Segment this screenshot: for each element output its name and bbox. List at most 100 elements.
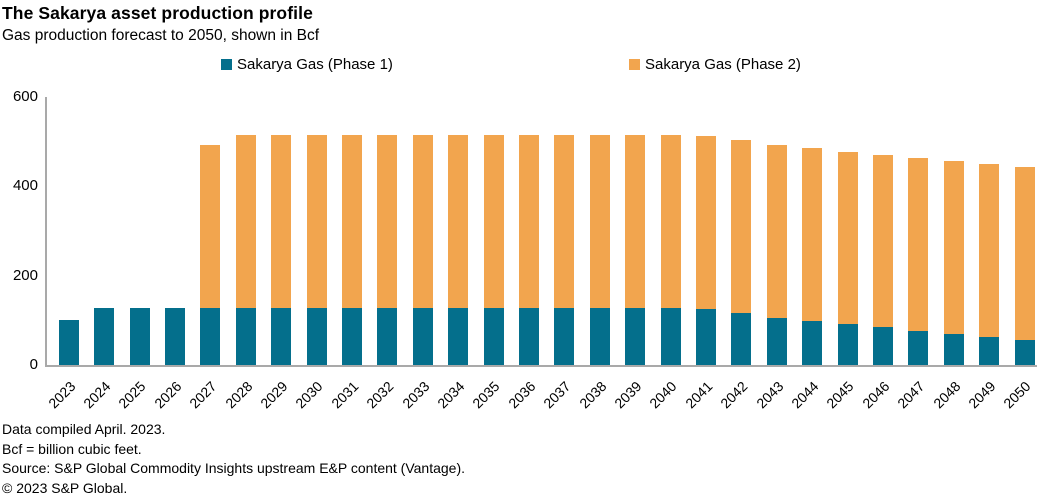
bar-2038 — [589, 134, 610, 365]
bar-segment-phase-2 — [1014, 167, 1035, 340]
bar-segment-phase-2 — [235, 134, 256, 308]
x-axis-label: 2027 — [186, 378, 220, 412]
bar-segment-phase-1 — [872, 327, 893, 365]
bar-2044 — [802, 148, 823, 365]
bar-segment-phase-1 — [129, 308, 150, 365]
bar-2035 — [483, 134, 504, 365]
bar-2045 — [837, 151, 858, 365]
bar-segment-phase-1 — [448, 307, 469, 365]
footnote-line: © 2023 S&P Global. — [2, 479, 128, 496]
x-axis-label: 2040 — [646, 378, 680, 412]
bar-segment-phase-2 — [979, 164, 1000, 337]
bar-2025 — [129, 308, 150, 365]
x-axis-label: 2036 — [504, 378, 539, 412]
bar-segment-phase-1 — [164, 308, 185, 365]
bar-2049 — [979, 164, 1000, 365]
bar-segment-phase-2 — [271, 134, 292, 308]
bar-segment-phase-2 — [448, 134, 469, 308]
bar-segment-phase-1 — [589, 307, 610, 365]
bar-segment-phase-2 — [943, 161, 964, 335]
bar-segment-phase-1 — [1014, 340, 1035, 365]
y-axis-tick-label: 200 — [12, 266, 38, 284]
x-axis-label: 2050 — [1000, 378, 1034, 412]
bar-2040 — [660, 134, 681, 365]
bar-segment-phase-2 — [341, 134, 362, 308]
bar-segment-phase-1 — [341, 307, 362, 365]
bar-2023 — [58, 320, 79, 365]
bar-2048 — [943, 161, 964, 365]
y-axis-tick-label: 600 — [12, 88, 38, 105]
bar-segment-phase-2 — [802, 148, 823, 322]
x-axis-label: 2042 — [717, 378, 751, 412]
x-axis-label: 2038 — [575, 378, 610, 412]
bar-2046 — [872, 154, 893, 365]
x-axis-label: 2045 — [823, 378, 857, 412]
bar-2047 — [908, 158, 929, 365]
bar-segment-phase-1 — [412, 307, 433, 365]
bar-segment-phase-1 — [802, 321, 823, 365]
page-title: The Sakarya asset production profile — [2, 3, 313, 23]
bar-2031 — [341, 134, 362, 365]
bar-segment-phase-1 — [94, 308, 115, 365]
x-axis-label: 2024 — [80, 378, 114, 412]
footnote-line: Source: S&P Global Commodity Insights up… — [2, 460, 466, 476]
footnote-line: Data compiled April. 2023. — [2, 421, 166, 437]
bar-2029 — [271, 134, 292, 365]
bar-segment-phase-1 — [837, 324, 858, 365]
x-axis-label: 2026 — [150, 378, 185, 412]
bar-segment-phase-1 — [908, 331, 929, 365]
plot-area: 2023 2024 2025 2026 2027 2028 2029 2030 2031 2032… — [45, 97, 1037, 411]
bar-2036 — [518, 134, 539, 365]
x-axis-label: 2028 — [221, 378, 256, 412]
legend-label-phase-1: Sakarya Gas (Phase 1) — [237, 56, 393, 73]
bar-segment-phase-1 — [660, 307, 681, 365]
bar-segment-phase-2 — [306, 134, 327, 308]
legend-item-phase-1: Sakarya Gas (Phase 1) — [221, 56, 393, 73]
bar-2026 — [164, 308, 185, 365]
page-subtitle: Gas production forecast to 2050, shown i… — [2, 27, 320, 44]
bar-segment-phase-2 — [695, 136, 716, 310]
bar-2027 — [200, 145, 221, 365]
x-axis-label: 2041 — [681, 378, 716, 412]
bar-2034 — [448, 134, 469, 365]
bar-segment-phase-1 — [377, 307, 398, 365]
bar-segment-phase-1 — [731, 313, 752, 365]
bar-segment-phase-1 — [943, 334, 964, 365]
footnotes: Data compiled April. 2023. Bcf = billion … — [2, 420, 465, 498]
x-axis-label: 2029 — [257, 378, 291, 412]
bar-2041 — [695, 136, 716, 365]
bar-segment-phase-1 — [979, 336, 1000, 365]
x-axis-label: 2034 — [434, 378, 468, 412]
bar-segment-phase-1 — [200, 308, 221, 365]
x-axis-label: 2043 — [752, 378, 787, 412]
bar-segment-phase-1 — [766, 317, 787, 365]
x-axis-label: 2033 — [398, 378, 433, 412]
bar-segment-phase-2 — [377, 134, 398, 308]
bar-2043 — [766, 144, 787, 365]
bar-segment-phase-2 — [625, 134, 646, 308]
bar-segment-phase-2 — [483, 134, 504, 308]
bar-2033 — [412, 134, 433, 365]
bar-segment-phase-2 — [200, 145, 221, 309]
bar-segment-phase-2 — [731, 140, 752, 314]
y-axis-tick-label: 400 — [12, 177, 38, 195]
bar-segment-phase-2 — [660, 134, 681, 308]
bar-2039 — [625, 134, 646, 365]
bar-2024 — [94, 308, 115, 365]
bar-segment-phase-2 — [518, 134, 539, 308]
bar-segment-phase-1 — [306, 307, 327, 365]
legend-label-phase-2: Sakarya Gas (Phase 2) — [645, 56, 801, 73]
legend-swatch-phase-2-icon — [629, 59, 640, 70]
x-axis-label: 2032 — [363, 378, 397, 412]
bar-segment-phase-2 — [766, 144, 787, 318]
bar-segment-phase-1 — [235, 307, 256, 365]
bar-segment-phase-1 — [554, 307, 575, 365]
bar-segment-phase-1 — [695, 309, 716, 365]
x-axis-label: 2048 — [929, 378, 964, 412]
footnote-line: Bcf = billion cubic feet. — [2, 440, 142, 457]
x-axis-label: 2044 — [788, 378, 822, 412]
bar-2037 — [554, 134, 575, 365]
x-axis-label: 2039 — [611, 378, 645, 412]
bar-segment-phase-2 — [872, 154, 893, 328]
